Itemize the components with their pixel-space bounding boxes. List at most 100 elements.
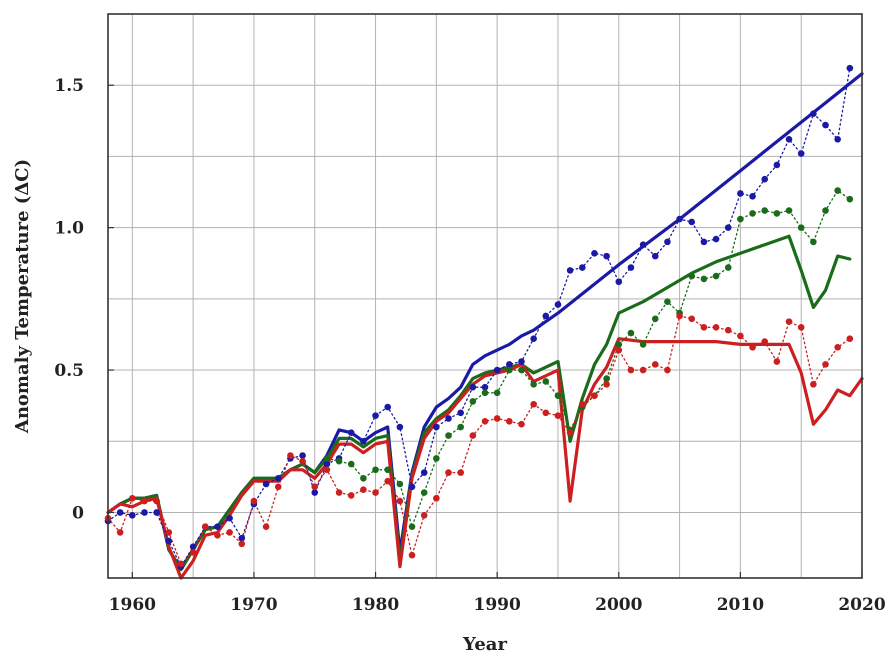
y-tick-label: 1.5 bbox=[54, 76, 84, 96]
data-point bbox=[420, 469, 428, 476]
data-point bbox=[822, 121, 829, 129]
data-point bbox=[129, 494, 136, 502]
data-point bbox=[846, 64, 854, 72]
data-point bbox=[749, 343, 756, 351]
data-point bbox=[554, 301, 562, 308]
data-point bbox=[335, 489, 343, 496]
data-point bbox=[651, 315, 659, 323]
data-point bbox=[773, 210, 781, 217]
data-point bbox=[615, 346, 623, 354]
data-point bbox=[274, 475, 282, 482]
data-point bbox=[311, 483, 319, 491]
data-point bbox=[214, 523, 221, 531]
data-point bbox=[834, 343, 841, 351]
data-point bbox=[201, 523, 209, 531]
data-point bbox=[457, 423, 464, 431]
data-point bbox=[822, 207, 829, 214]
data-point bbox=[360, 486, 367, 493]
data-point bbox=[420, 489, 428, 496]
data-point bbox=[396, 423, 404, 431]
data-point bbox=[408, 483, 416, 491]
data-point bbox=[737, 332, 744, 340]
data-point bbox=[408, 523, 416, 531]
data-point bbox=[274, 483, 282, 491]
data-point bbox=[664, 298, 671, 305]
data-point bbox=[797, 224, 805, 231]
data-point bbox=[688, 315, 696, 323]
y-tick-label: 0 bbox=[72, 503, 84, 523]
data-point bbox=[566, 267, 574, 274]
data-point bbox=[408, 551, 416, 559]
data-point bbox=[761, 338, 769, 345]
data-point bbox=[542, 312, 550, 320]
data-point bbox=[749, 210, 756, 217]
data-point bbox=[396, 480, 404, 488]
data-point bbox=[530, 400, 537, 408]
data-point bbox=[737, 190, 744, 197]
data-point bbox=[214, 531, 221, 539]
data-point bbox=[603, 252, 610, 260]
data-point bbox=[761, 175, 769, 183]
data-point bbox=[651, 252, 659, 260]
data-point bbox=[542, 409, 550, 417]
series-line-2 bbox=[106, 337, 864, 580]
data-point bbox=[372, 412, 379, 419]
data-point bbox=[591, 392, 598, 399]
data-point bbox=[420, 512, 428, 519]
data-point bbox=[724, 326, 732, 334]
data-point bbox=[554, 412, 562, 419]
data-point bbox=[639, 341, 647, 348]
data-point bbox=[603, 375, 610, 382]
data-point bbox=[323, 460, 331, 468]
x-axis-title: Year bbox=[462, 634, 507, 655]
data-point bbox=[627, 329, 635, 337]
data-point bbox=[433, 455, 440, 462]
data-point bbox=[530, 381, 537, 388]
data-point bbox=[651, 361, 659, 368]
data-point bbox=[506, 366, 513, 374]
grid bbox=[108, 14, 862, 578]
data-point bbox=[299, 457, 306, 465]
data-point bbox=[797, 324, 805, 331]
data-point bbox=[639, 241, 647, 249]
data-point bbox=[700, 324, 708, 331]
data-point bbox=[578, 264, 586, 271]
data-point bbox=[372, 489, 379, 496]
data-point bbox=[360, 475, 367, 482]
data-point bbox=[165, 537, 173, 545]
x-tick-label: 1960 bbox=[109, 595, 156, 615]
data-point bbox=[688, 218, 696, 226]
data-point bbox=[591, 249, 598, 257]
data-point bbox=[810, 110, 817, 117]
y-tick-labels: 0 0.5 1.0 1.5 bbox=[54, 76, 84, 523]
data-point bbox=[664, 366, 671, 374]
data-point bbox=[384, 403, 392, 411]
data-point bbox=[724, 224, 732, 231]
data-point bbox=[810, 381, 817, 388]
data-point bbox=[785, 207, 793, 214]
data-point bbox=[542, 378, 550, 385]
x-tick-label: 2020 bbox=[838, 595, 885, 615]
data-point bbox=[481, 389, 489, 397]
data-point bbox=[469, 432, 477, 439]
x-tick-label: 2000 bbox=[595, 595, 642, 615]
data-point bbox=[785, 318, 793, 325]
data-point bbox=[299, 452, 306, 459]
data-point bbox=[676, 312, 683, 320]
data-point bbox=[433, 494, 440, 502]
y-axis-title: Anomaly Temperature (ΔC) bbox=[12, 159, 33, 434]
data-point bbox=[700, 275, 708, 283]
data-point bbox=[116, 509, 124, 516]
data-point bbox=[578, 400, 586, 408]
y-tick-label: 1.0 bbox=[54, 219, 84, 239]
data-point bbox=[347, 429, 355, 437]
data-point bbox=[457, 469, 464, 476]
data-point bbox=[189, 549, 197, 556]
data-point bbox=[262, 523, 270, 531]
data-point bbox=[153, 497, 160, 505]
x-tick-label: 1980 bbox=[352, 595, 399, 615]
data-point bbox=[262, 480, 270, 488]
data-point bbox=[639, 366, 647, 374]
y-tick-label: 0.5 bbox=[54, 361, 84, 381]
data-point bbox=[846, 195, 854, 203]
